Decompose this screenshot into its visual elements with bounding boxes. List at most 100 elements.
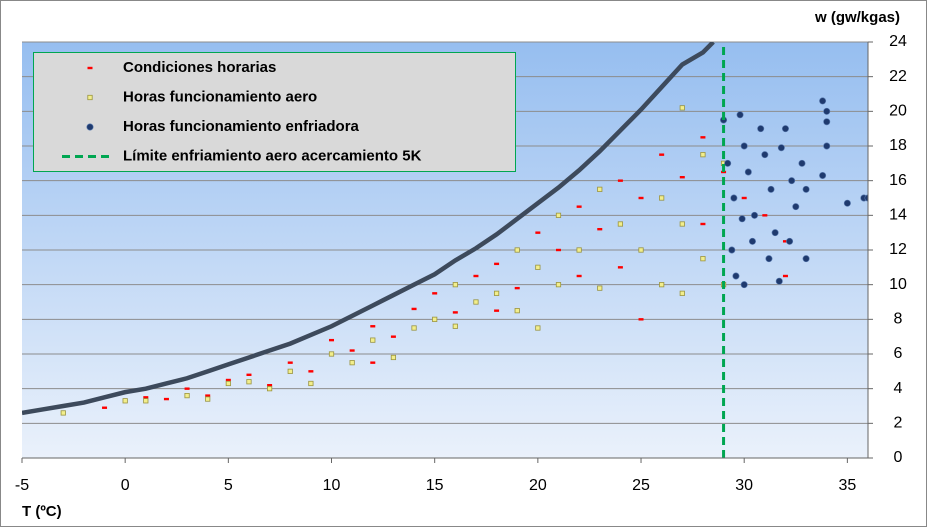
point	[786, 237, 794, 245]
point	[390, 335, 396, 338]
point	[576, 205, 582, 208]
y-tick-label: 24	[889, 33, 907, 50]
point	[740, 281, 748, 289]
point	[370, 325, 376, 328]
x-tick-label: 30	[735, 477, 753, 494]
point	[411, 307, 417, 311]
point	[370, 337, 376, 343]
point	[732, 272, 740, 280]
y-tick-label: 4	[894, 380, 903, 397]
point	[555, 212, 562, 218]
point	[287, 361, 293, 364]
point	[744, 168, 752, 176]
point	[535, 264, 541, 270]
point	[205, 396, 211, 402]
y-tick-label: 16	[889, 172, 907, 189]
point	[329, 338, 335, 342]
point	[777, 144, 785, 152]
point	[771, 229, 779, 237]
point	[819, 97, 827, 105]
point	[728, 246, 736, 254]
point	[700, 222, 706, 226]
curve	[22, 42, 715, 416]
point	[205, 394, 211, 397]
point	[267, 384, 273, 387]
point	[659, 195, 665, 201]
point	[493, 290, 500, 296]
y-tick-label: 8	[894, 311, 903, 328]
point	[617, 266, 623, 269]
y-tick-label: 22	[889, 68, 907, 85]
point	[638, 196, 644, 200]
point	[576, 247, 582, 253]
point	[751, 211, 759, 219]
point	[597, 228, 603, 231]
point	[679, 105, 685, 111]
legend-swatch	[87, 94, 93, 101]
point	[782, 240, 788, 243]
x-tick-label: 20	[529, 477, 547, 494]
point	[535, 325, 541, 331]
point	[700, 256, 706, 262]
y-tick-label: 10	[889, 276, 907, 293]
point	[736, 111, 744, 119]
point	[452, 323, 458, 329]
point	[823, 107, 831, 115]
point	[659, 153, 665, 156]
point	[349, 360, 355, 366]
point	[184, 387, 190, 390]
point	[102, 406, 108, 409]
point	[411, 325, 417, 331]
point	[638, 247, 644, 253]
point	[163, 397, 169, 401]
point	[597, 186, 603, 192]
point	[638, 318, 644, 321]
point	[679, 290, 685, 296]
point	[788, 177, 796, 185]
point	[679, 221, 685, 227]
point	[555, 248, 561, 252]
point	[308, 370, 314, 373]
point	[659, 282, 665, 288]
point	[775, 277, 783, 285]
x-tick-label: -5	[15, 477, 29, 494]
point	[781, 125, 789, 133]
point	[700, 136, 706, 139]
point	[143, 398, 149, 404]
y-tick-label: 6	[894, 345, 903, 362]
x-tick-label: 5	[224, 477, 233, 494]
point	[473, 299, 479, 305]
y-tick-label: 14	[889, 207, 907, 224]
point	[617, 221, 623, 227]
point	[246, 373, 252, 376]
point	[555, 282, 562, 288]
point	[328, 351, 335, 357]
point	[679, 176, 685, 179]
point	[798, 159, 806, 167]
point	[494, 309, 500, 312]
x-tick-label: 35	[838, 477, 856, 494]
y-tick-label: 20	[889, 103, 907, 120]
point	[535, 231, 541, 234]
point	[122, 398, 128, 404]
point	[843, 199, 851, 207]
point	[308, 380, 314, 387]
point	[370, 361, 376, 364]
point	[432, 316, 438, 322]
point	[762, 214, 768, 217]
point	[143, 396, 149, 399]
point	[823, 118, 831, 126]
point	[576, 274, 582, 278]
point	[452, 311, 458, 314]
point	[494, 262, 500, 266]
legend-swatch	[86, 123, 94, 131]
point	[738, 215, 746, 223]
legend-label: Condiciones horarias	[123, 59, 276, 76]
point	[390, 354, 397, 361]
point	[782, 274, 788, 278]
point	[597, 285, 603, 291]
point	[514, 308, 520, 314]
point	[225, 378, 231, 382]
x-tick-label: 25	[632, 477, 650, 494]
